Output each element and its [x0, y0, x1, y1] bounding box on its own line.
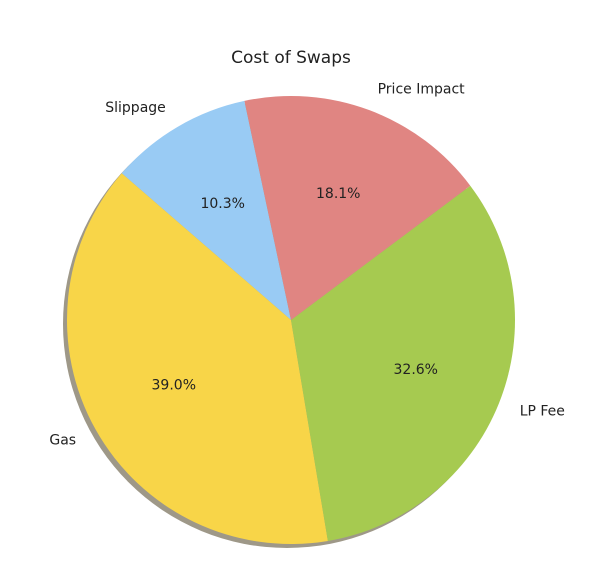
pie-slice: [66, 173, 328, 544]
slice-label: LP Fee: [520, 404, 565, 420]
pie-slice: [121, 100, 292, 321]
chart-title: Cost of Swaps: [231, 48, 351, 68]
value-label: 18.1%: [316, 186, 360, 202]
value-label: 32.6%: [394, 362, 438, 378]
value-label: 39.0%: [152, 378, 196, 394]
slice-label: Price Impact: [378, 81, 466, 97]
slice-label: Gas: [49, 433, 76, 449]
slice-label: Slippage: [105, 100, 166, 116]
pie-slice: [244, 95, 471, 320]
pie-slice: [291, 185, 515, 541]
value-label: 10.3%: [200, 196, 244, 212]
